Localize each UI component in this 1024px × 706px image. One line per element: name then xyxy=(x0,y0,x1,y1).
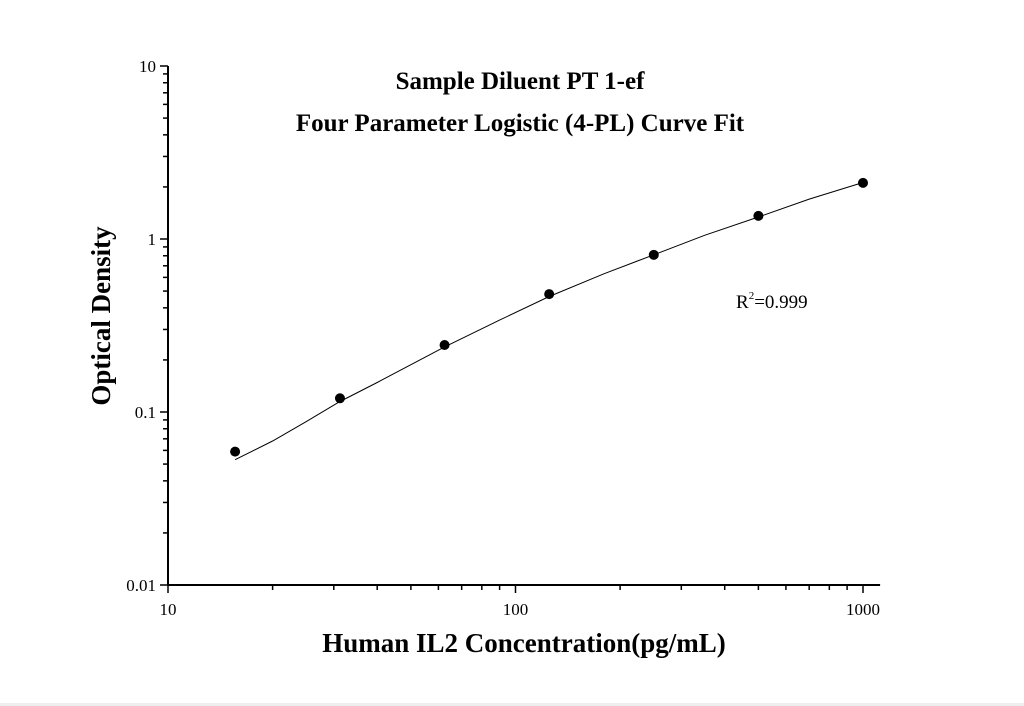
data-point xyxy=(858,177,868,188)
data-point xyxy=(544,289,555,300)
r-label: R xyxy=(736,292,749,313)
r-superscript: 2 xyxy=(749,290,755,302)
x-tick-label: 1000 xyxy=(846,600,880,619)
chart-title-line2: Four Parameter Logistic (4-PL) Curve Fit xyxy=(296,110,745,137)
x-tick-label: 100 xyxy=(503,600,529,619)
data-point xyxy=(334,393,345,404)
bottom-border xyxy=(0,703,1024,706)
axes: 10 100 1000 0.01 0.1 1 10 xyxy=(126,57,881,619)
data-point xyxy=(648,249,659,260)
y-tick-label: 10 xyxy=(139,57,156,76)
r-squared-annotation: R2=0.999 xyxy=(736,290,808,313)
fit-curve xyxy=(234,182,864,461)
y-tick-label: 1 xyxy=(148,230,157,249)
y-axis-label: Optical Density xyxy=(86,226,116,406)
data-point xyxy=(230,446,241,457)
y-tick-label: 0.1 xyxy=(135,403,156,422)
data-point xyxy=(753,210,764,221)
x-axis-label: Human IL2 Concentration(pg/mL) xyxy=(322,628,726,658)
data-point xyxy=(439,339,450,350)
y-tick-label: 0.01 xyxy=(126,576,156,595)
x-tick-label: 10 xyxy=(160,600,177,619)
chart-title-line1: Sample Diluent PT 1-ef xyxy=(396,68,646,95)
data-points xyxy=(230,177,868,457)
fit-curve-group xyxy=(234,182,864,461)
r-value: =0.999 xyxy=(754,292,807,313)
